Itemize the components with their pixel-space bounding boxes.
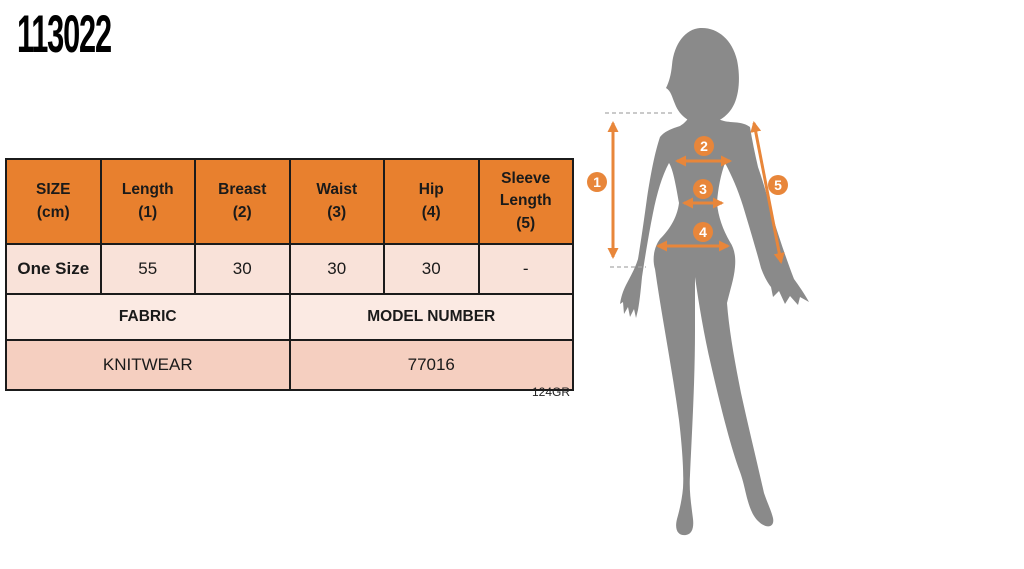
svg-text:5: 5 [774,177,782,193]
size-table: SIZE (cm) Length (1) Breast (2) Waist (3… [5,158,574,391]
product-code: 113022 [17,5,112,64]
size-table-header-row: SIZE (cm) Length (1) Breast (2) Waist (3… [5,158,574,245]
svg-text:3: 3 [699,181,707,197]
col-header-waist: Waist (3) [288,158,385,245]
col-header-breast: Breast (2) [194,158,291,245]
sleeve-value-cell: - [477,243,574,295]
hip-value-cell: 30 [383,243,480,295]
measurement-marker-2: 2 [694,136,714,156]
measurement-marker-3: 3 [693,179,713,199]
col-header-length: Length (1) [99,158,196,245]
col-header-hip: Hip (4) [383,158,480,245]
size-label-cell: One Size [5,243,102,295]
svg-text:2: 2 [700,138,708,154]
info-header-row: FABRIC MODEL NUMBER [5,293,574,341]
weight-note: 124GR [531,385,570,399]
size-value-row: One Size 55 30 30 30 - [5,243,574,295]
model-number-header-cell: MODEL NUMBER [288,293,574,341]
col-header-sleeve-length: Sleeve Length (5) [477,158,574,245]
info-value-row: KNITWEAR 77016 [5,339,574,391]
col-header-size: SIZE (cm) [5,158,102,245]
measurement-figure: 1 2 3 4 5 [580,20,830,560]
measurement-marker-5: 5 [768,175,788,195]
fabric-header-cell: FABRIC [5,293,291,341]
measurement-marker-4: 4 [693,222,713,242]
fabric-value-cell: KNITWEAR [5,339,291,391]
measurement-marker-1: 1 [587,172,607,192]
silhouette-head [666,27,739,124]
waist-value-cell: 30 [288,243,385,295]
breast-value-cell: 30 [194,243,291,295]
measurement-arrow-5 [750,121,785,264]
model-number-value-cell: 77016 [288,339,574,391]
length-value-cell: 55 [99,243,196,295]
measurement-figure-svg: 1 2 3 4 5 [587,27,809,536]
silhouette-body [620,104,809,536]
svg-text:1: 1 [593,174,601,190]
svg-text:4: 4 [699,224,707,240]
